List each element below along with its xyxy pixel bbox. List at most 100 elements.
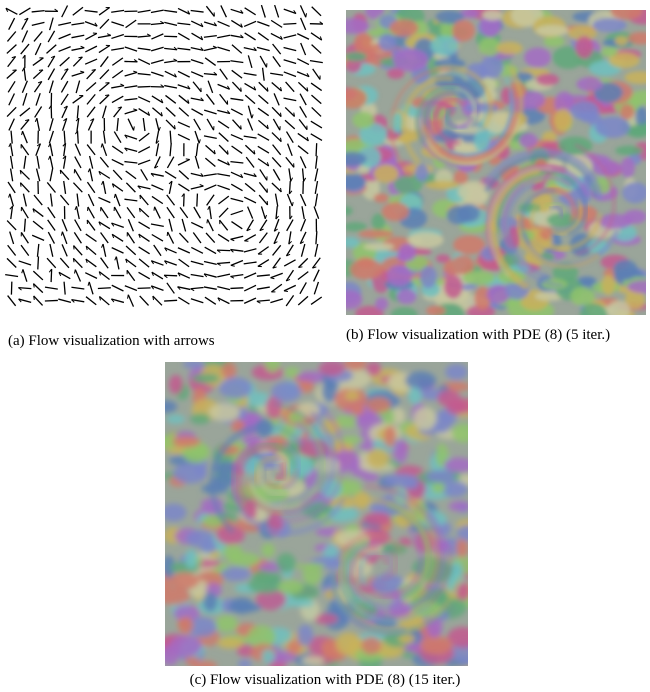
arrow bbox=[233, 120, 242, 130]
arrow bbox=[248, 119, 253, 131]
arrow bbox=[195, 156, 199, 168]
arrow bbox=[76, 81, 79, 94]
arrow bbox=[257, 22, 269, 27]
arrow bbox=[301, 43, 306, 55]
arrow bbox=[19, 8, 30, 15]
arrow bbox=[126, 20, 137, 28]
arrow bbox=[98, 197, 110, 202]
arrow bbox=[182, 219, 185, 232]
arrow-field bbox=[5, 5, 323, 307]
arrow-head bbox=[284, 291, 288, 292]
blob bbox=[621, 157, 635, 178]
arrow bbox=[191, 299, 203, 303]
arrow bbox=[299, 119, 307, 129]
arrow-head bbox=[39, 70, 43, 71]
blob bbox=[394, 439, 408, 463]
blob bbox=[544, 36, 565, 47]
arrow-head bbox=[154, 207, 155, 211]
arrow bbox=[311, 134, 322, 141]
arrow bbox=[207, 195, 214, 206]
arrow bbox=[244, 273, 256, 278]
arrow bbox=[298, 296, 308, 305]
arrow bbox=[11, 131, 12, 144]
arrow bbox=[166, 108, 175, 117]
blob bbox=[361, 637, 381, 655]
arrow bbox=[180, 207, 188, 218]
blob bbox=[169, 375, 183, 395]
arrow bbox=[168, 232, 174, 244]
arrow bbox=[33, 284, 42, 293]
arrow bbox=[87, 69, 96, 78]
arrow bbox=[289, 168, 291, 181]
arrow bbox=[286, 82, 295, 92]
arrow bbox=[21, 144, 29, 155]
arrow bbox=[99, 296, 109, 304]
arrow bbox=[114, 132, 121, 143]
arrow-head bbox=[199, 139, 200, 143]
arrow bbox=[128, 119, 134, 131]
arrow bbox=[316, 156, 317, 169]
arrow bbox=[102, 144, 106, 156]
arrow bbox=[61, 81, 67, 92]
arrow bbox=[273, 145, 281, 155]
arrow bbox=[194, 207, 201, 218]
pde-image-5 bbox=[346, 10, 646, 315]
arrow bbox=[314, 207, 319, 219]
arrow bbox=[5, 275, 18, 277]
arrow bbox=[316, 231, 317, 244]
blob bbox=[446, 400, 466, 415]
blob bbox=[524, 48, 551, 68]
arrow bbox=[24, 156, 26, 169]
arrow bbox=[112, 96, 123, 102]
arrow bbox=[165, 171, 176, 178]
arrow bbox=[139, 222, 150, 229]
arrow bbox=[51, 269, 52, 282]
arrow bbox=[191, 261, 204, 264]
arrow bbox=[300, 282, 306, 293]
arrow bbox=[139, 259, 149, 267]
arrow bbox=[310, 61, 323, 63]
arrow bbox=[232, 45, 242, 54]
arrow bbox=[21, 44, 29, 54]
arrow bbox=[153, 296, 162, 305]
arrow-head bbox=[114, 194, 115, 198]
arrow bbox=[178, 71, 190, 77]
arrow bbox=[125, 47, 137, 51]
arrow bbox=[47, 182, 55, 192]
arrow bbox=[35, 43, 41, 55]
arrow bbox=[246, 157, 254, 167]
arrow bbox=[191, 287, 204, 288]
arrow bbox=[204, 48, 217, 51]
blob bbox=[364, 243, 395, 251]
arrow bbox=[139, 247, 150, 254]
blob bbox=[166, 415, 185, 424]
arrow bbox=[217, 185, 229, 189]
arrow-head bbox=[20, 183, 21, 187]
blob bbox=[354, 32, 373, 54]
blob bbox=[215, 615, 237, 632]
arrow bbox=[271, 273, 283, 278]
arrow-head bbox=[200, 185, 204, 186]
arrow-head bbox=[133, 109, 137, 110]
arrow bbox=[151, 47, 163, 51]
arrow bbox=[64, 131, 65, 144]
arrow bbox=[87, 107, 95, 117]
arrow bbox=[138, 87, 151, 88]
arrow bbox=[177, 48, 190, 50]
arrow bbox=[258, 260, 269, 267]
arrow bbox=[271, 284, 281, 292]
blob bbox=[497, 42, 523, 55]
arrow bbox=[112, 159, 124, 165]
arrow bbox=[37, 118, 40, 131]
arrow bbox=[193, 233, 201, 243]
arrow bbox=[248, 207, 253, 219]
arrow bbox=[126, 171, 136, 179]
arrow bbox=[275, 194, 277, 207]
arrow bbox=[217, 35, 230, 38]
arrow bbox=[164, 61, 177, 63]
arrow bbox=[72, 48, 85, 51]
blob bbox=[217, 637, 243, 648]
blob bbox=[301, 656, 324, 665]
arrow bbox=[100, 56, 108, 66]
arrow bbox=[51, 194, 53, 207]
